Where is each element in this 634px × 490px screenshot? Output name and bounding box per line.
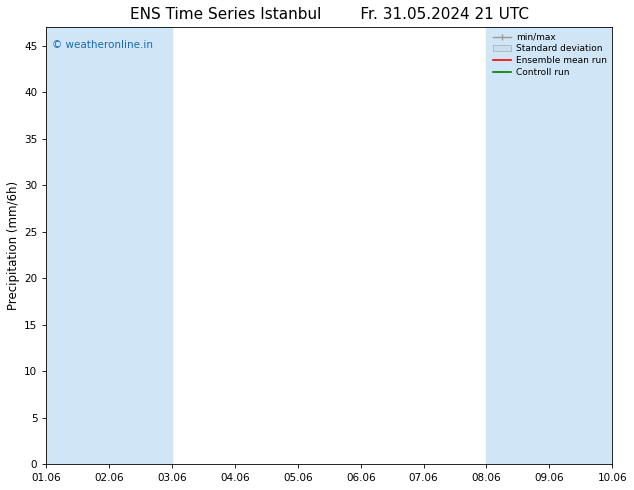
Title: ENS Time Series Istanbul        Fr. 31.05.2024 21 UTC: ENS Time Series Istanbul Fr. 31.05.2024 … bbox=[130, 7, 529, 22]
Bar bbox=[486, 27, 612, 464]
Legend: min/max, Standard deviation, Ensemble mean run, Controll run: min/max, Standard deviation, Ensemble me… bbox=[489, 29, 611, 80]
Bar bbox=[46, 27, 172, 464]
Text: © weatheronline.in: © weatheronline.in bbox=[52, 40, 153, 50]
Y-axis label: Precipitation (mm/6h): Precipitation (mm/6h) bbox=[7, 181, 20, 310]
